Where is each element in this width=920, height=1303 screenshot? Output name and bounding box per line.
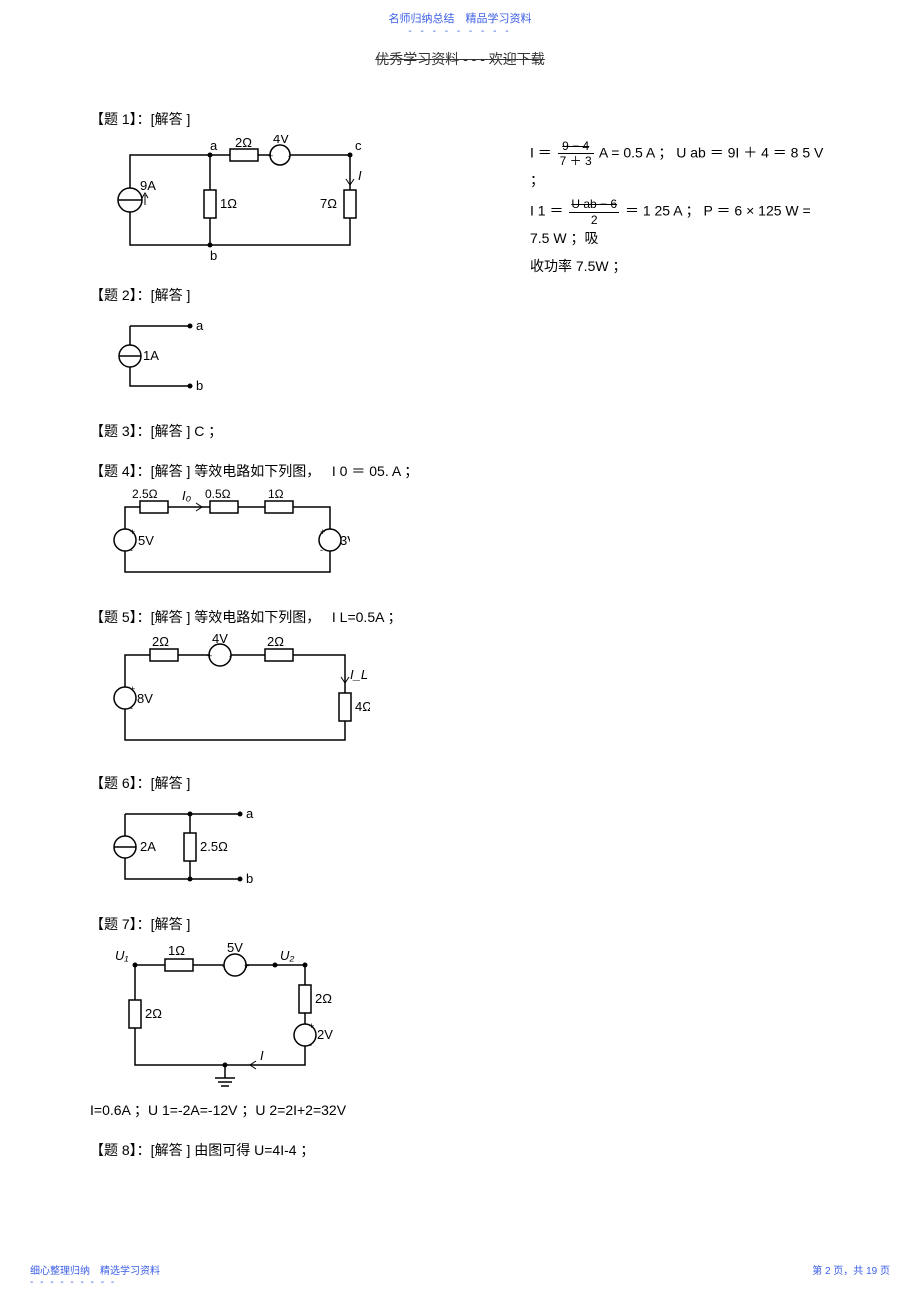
c6-src: 2A bbox=[140, 839, 156, 854]
calc-line-1: I ＝ 9 − 4 7 ＋ 3 A = 0.5 A ； U ab ＝ 9I ＋ … bbox=[530, 139, 830, 191]
c7-i: I bbox=[260, 1048, 264, 1063]
svg-text:-: - bbox=[288, 151, 291, 161]
circuit-5-svg: 2Ω 4V + - 2Ω I_L 8V + - 4Ω bbox=[110, 633, 370, 753]
svg-text:+: + bbox=[268, 151, 273, 161]
c5-il: I_L bbox=[350, 667, 368, 682]
header-top: 名师归纳总结 精品学习资料 - - - - - - - - - bbox=[0, 0, 920, 37]
c7-v2: 2V bbox=[317, 1027, 333, 1042]
c4-i0: I₀ bbox=[182, 488, 192, 503]
problem-1: 【题 1】：[解答 ] a b c bbox=[90, 109, 470, 265]
c6-a: a bbox=[246, 806, 254, 821]
c7-u1: U₁ bbox=[115, 948, 129, 963]
left-column: 【题 1】：[解答 ] a b c bbox=[90, 109, 470, 1180]
c7-u2: U₂ bbox=[280, 948, 294, 963]
c4-r05: 0.5Ω bbox=[205, 487, 231, 501]
circuit-4: 2.5Ω I₀ 0.5Ω 1Ω 5V + - 3V + - bbox=[110, 487, 470, 587]
circuit-6: 2A 2.5Ω a b bbox=[110, 799, 470, 894]
c2-b-label: b bbox=[196, 378, 203, 393]
problem-4: 【题 4】：[解答 ] 等效电路如下列图， I 0 ＝ 05. A ； 2.5Ω… bbox=[90, 461, 470, 587]
c4-v5: 5V bbox=[138, 533, 154, 548]
circuit-4-svg: 2.5Ω I₀ 0.5Ω 1Ω 5V + - 3V + - bbox=[110, 487, 350, 587]
problem-3-label: 【题 3】：[解答 ] C ； bbox=[90, 421, 470, 441]
problem-4-label: 【题 4】：[解答 ] 等效电路如下列图， I 0 ＝ 05. A ； bbox=[90, 461, 470, 481]
problem-1-label: 【题 1】：[解答 ] bbox=[90, 109, 470, 129]
problem-7-label: 【题 7】：[解答 ] bbox=[90, 914, 470, 934]
c7-v5: 5V bbox=[227, 940, 243, 955]
svg-text:+: + bbox=[309, 1021, 314, 1031]
circuit-6-svg: 2A 2.5Ω a b bbox=[110, 799, 280, 894]
c5-v4: 4V bbox=[212, 633, 228, 646]
c1-r7-label: 7Ω bbox=[320, 196, 337, 211]
circuit-1-svg: a b c I 9A 1Ω 2Ω 4V + - 7Ω bbox=[110, 135, 370, 265]
svg-text:+: + bbox=[244, 961, 249, 971]
circuit-5: 2Ω 4V + - 2Ω I_L 8V + - 4Ω bbox=[110, 633, 470, 753]
c7-r2b: 2Ω bbox=[315, 991, 332, 1006]
c1-r2-label: 2Ω bbox=[235, 135, 252, 150]
c5-v8: 8V bbox=[137, 691, 153, 706]
calc-line-2: I 1 ＝ U ab − 6 2 ＝ 1 25 A ； P ＝ 6 × 125 … bbox=[530, 197, 830, 249]
c7-r1: 1Ω bbox=[168, 943, 185, 958]
circuit-7: U₁ 1Ω 5V - + U₂ 2Ω 2Ω 2V + - I bbox=[110, 940, 470, 1090]
svg-text:+: + bbox=[320, 527, 325, 537]
c4-v3: 3V bbox=[340, 533, 350, 548]
problem-2-label: 【题 2】：[解答 ] bbox=[90, 285, 470, 305]
c5-r4: 4Ω bbox=[355, 699, 370, 714]
circuit-7-svg: U₁ 1Ω 5V - + U₂ 2Ω 2Ω 2V + - I bbox=[110, 940, 360, 1090]
c1-v4-label: 4V bbox=[273, 135, 289, 146]
problem-7: 【题 7】：[解答 ] bbox=[90, 914, 470, 1120]
c5-r2a: 2Ω bbox=[152, 634, 169, 649]
header-main-line: 优秀学习资料 - - - 欢迎下载 bbox=[0, 49, 920, 69]
svg-text:-: - bbox=[320, 545, 323, 555]
c1-b-label: b bbox=[210, 248, 217, 263]
header-top-line: 名师归纳总结 精品学习资料 bbox=[0, 10, 920, 26]
footer-left: 细心整理归纳 精选学习资料 - - - - - - - - - bbox=[30, 1262, 160, 1288]
problem-7-result: I=0.6A ；U 1=-2A=-12V ；U 2=2I+2=32V bbox=[90, 1100, 470, 1120]
svg-text:-: - bbox=[229, 651, 232, 661]
problem-6-label: 【题 6】：[解答 ] bbox=[90, 773, 470, 793]
c4-r1: 1Ω bbox=[268, 487, 284, 501]
c7-r2a: 2Ω bbox=[145, 1006, 162, 1021]
right-column: I ＝ 9 − 4 7 ＋ 3 A = 0.5 A ； U ab ＝ 9I ＋ … bbox=[530, 109, 830, 1180]
svg-text:-: - bbox=[309, 1040, 312, 1050]
svg-text:-: - bbox=[222, 961, 225, 971]
header-top-dashes: - - - - - - - - - bbox=[0, 26, 920, 37]
footer: 细心整理归纳 精选学习资料 - - - - - - - - - 第 2 页，共 … bbox=[30, 1262, 890, 1288]
calc-line-3: 收功率 7.5W ； bbox=[530, 255, 830, 277]
problem-3: 【题 3】：[解答 ] C ； bbox=[90, 421, 470, 441]
problem-5: 【题 5】：[解答 ] 等效电路如下列图， I L=0.5A ； 2Ω 4V + bbox=[90, 607, 470, 753]
problem-8: 【题 8】：[解答 ] 由图可得 U=4I-4 ； bbox=[90, 1140, 470, 1160]
svg-text:+: + bbox=[130, 527, 135, 537]
problem-6: 【题 6】：[解答 ] 2A 2.5Ω a b bbox=[90, 773, 470, 894]
c1-i-label: I bbox=[358, 168, 362, 183]
c1-a-label: a bbox=[210, 138, 218, 153]
c2-src-label: 1A bbox=[143, 348, 159, 363]
c1-r1-label: 1Ω bbox=[220, 196, 237, 211]
svg-text:+: + bbox=[207, 651, 212, 661]
circuit-1: a b c I 9A 1Ω 2Ω 4V + - 7Ω bbox=[110, 135, 470, 265]
c1-c-label: c bbox=[355, 138, 362, 153]
problem-5-label: 【题 5】：[解答 ] 等效电路如下列图， I L=0.5A ； bbox=[90, 607, 470, 627]
footer-right: 第 2 页，共 19 页 bbox=[812, 1262, 890, 1288]
svg-text:-: - bbox=[130, 703, 133, 713]
c4-r25: 2.5Ω bbox=[132, 487, 158, 501]
problem-8-label: 【题 8】：[解答 ] 由图可得 U=4I-4 ； bbox=[90, 1140, 470, 1160]
c5-r2b: 2Ω bbox=[267, 634, 284, 649]
c1-src-label: 9A bbox=[140, 178, 156, 193]
problem-2: 【题 2】：[解答 ] a b 1A bbox=[90, 285, 470, 401]
circuit-2-svg: a b 1A bbox=[110, 311, 230, 401]
c2-a-label: a bbox=[196, 318, 204, 333]
svg-text:-: - bbox=[130, 545, 133, 555]
c6-b: b bbox=[246, 871, 253, 886]
c6-r: 2.5Ω bbox=[200, 839, 228, 854]
circuit-2: a b 1A bbox=[110, 311, 470, 401]
svg-text:+: + bbox=[130, 684, 135, 694]
